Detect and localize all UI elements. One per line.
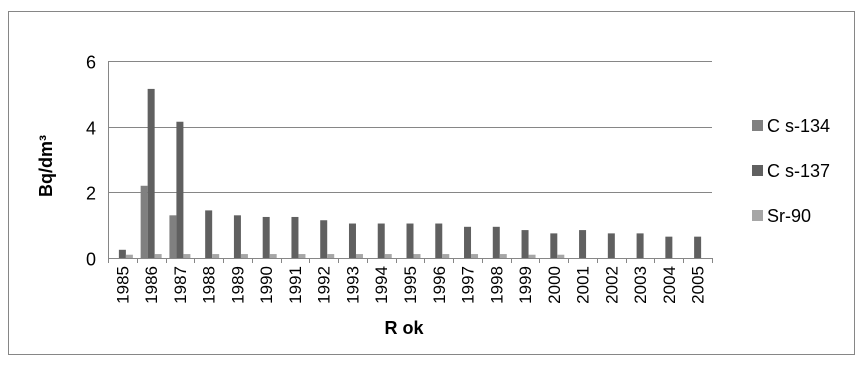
bar-sr-90 xyxy=(471,254,479,258)
bar-cs-137 xyxy=(377,223,385,258)
bar-sr-90 xyxy=(183,254,191,258)
axes: 0 2 4 6 1985 1986 1987 1988 1989 1990 1991 1992 1993… xyxy=(86,53,713,304)
bars xyxy=(118,88,702,259)
bar-cs-137 xyxy=(233,215,241,258)
legend-label: C s-137 xyxy=(767,161,830,181)
x-tick-label: 2003 xyxy=(631,266,650,304)
y-tick-label: 0 xyxy=(86,250,96,270)
bar-sr-90 xyxy=(557,254,565,258)
bar-cs-137 xyxy=(262,216,270,258)
grid-lines xyxy=(108,61,712,193)
x-tick-label: 1988 xyxy=(200,266,219,304)
x-tick-label: 1999 xyxy=(516,266,535,304)
bar-cs-137 xyxy=(291,216,299,258)
x-tick-label: 1986 xyxy=(142,266,161,304)
bar-cs-137 xyxy=(521,230,529,258)
bar-sr-90 xyxy=(442,254,450,258)
legend-swatch xyxy=(752,210,763,221)
x-tick-label: 1992 xyxy=(315,266,334,304)
bar-cs-137 xyxy=(665,236,673,258)
bar-cs-137 xyxy=(607,233,615,258)
bar-sr-90 xyxy=(355,254,363,258)
bar-sr-90 xyxy=(499,254,507,258)
x-tick-label: 1989 xyxy=(228,266,247,304)
y-axis-title: Bq/dm³ xyxy=(36,135,56,197)
bar-sr-90 xyxy=(327,254,335,258)
y-tick-label: 4 xyxy=(86,119,96,139)
legend: C s-134 C s-137 Sr-90 xyxy=(752,116,830,226)
x-tick-label: 1995 xyxy=(401,266,420,304)
bar-sr-90 xyxy=(269,254,277,258)
legend-label: Sr-90 xyxy=(767,206,811,226)
x-tick-label: 2005 xyxy=(689,266,708,304)
bar-sr-90 xyxy=(384,254,392,258)
bar-cs-137 xyxy=(406,223,414,258)
x-axis-title: R ok xyxy=(384,318,424,338)
legend-label: C s-134 xyxy=(767,116,830,136)
x-tick-label: 1997 xyxy=(459,266,478,304)
bar-sr-90 xyxy=(212,254,220,258)
bar-sr-90 xyxy=(413,254,421,258)
bar-cs-137 xyxy=(147,88,155,259)
x-tick-label: 1996 xyxy=(430,266,449,304)
x-tick-label: 1991 xyxy=(286,266,305,304)
legend-swatch xyxy=(752,120,763,131)
bar-cs-137 xyxy=(636,233,644,258)
x-tick-label: 2000 xyxy=(545,266,564,304)
y-tick-label: 6 xyxy=(86,53,96,73)
bar-cs-137 xyxy=(694,236,702,258)
bar-cs-134 xyxy=(169,215,177,258)
x-tick-label: 1994 xyxy=(372,266,391,304)
x-tick-label: 1993 xyxy=(343,266,362,304)
bar-cs-137 xyxy=(320,220,328,258)
y-tick-label: 2 xyxy=(86,184,96,204)
x-tick-label: 2004 xyxy=(660,266,679,304)
bar-cs-134 xyxy=(140,185,148,258)
bar-sr-90 xyxy=(154,254,162,258)
bar-cs-137 xyxy=(550,233,558,258)
bar-sr-90 xyxy=(298,254,306,258)
bar-cs-137 xyxy=(492,226,500,258)
legend-swatch xyxy=(752,165,763,176)
x-tick-label: 1987 xyxy=(171,266,190,304)
bar-cs-137 xyxy=(464,226,472,258)
x-tick-label: 2001 xyxy=(574,266,593,304)
bar-sr-90 xyxy=(240,254,248,258)
x-tick-label: 2002 xyxy=(602,266,621,304)
bar-cs-137 xyxy=(118,249,126,258)
bar-cs-137 xyxy=(205,210,213,258)
bar-cs-137 xyxy=(176,121,184,258)
bar-sr-90 xyxy=(528,254,536,258)
bar-cs-137 xyxy=(579,230,587,258)
bar-sr-90 xyxy=(125,254,133,258)
bar-cs-137 xyxy=(435,223,443,258)
x-tick-label: 1985 xyxy=(113,266,132,304)
x-tick-label: 1998 xyxy=(487,266,506,304)
x-tick-label: 1990 xyxy=(257,266,276,304)
bar-cs-137 xyxy=(348,223,356,258)
